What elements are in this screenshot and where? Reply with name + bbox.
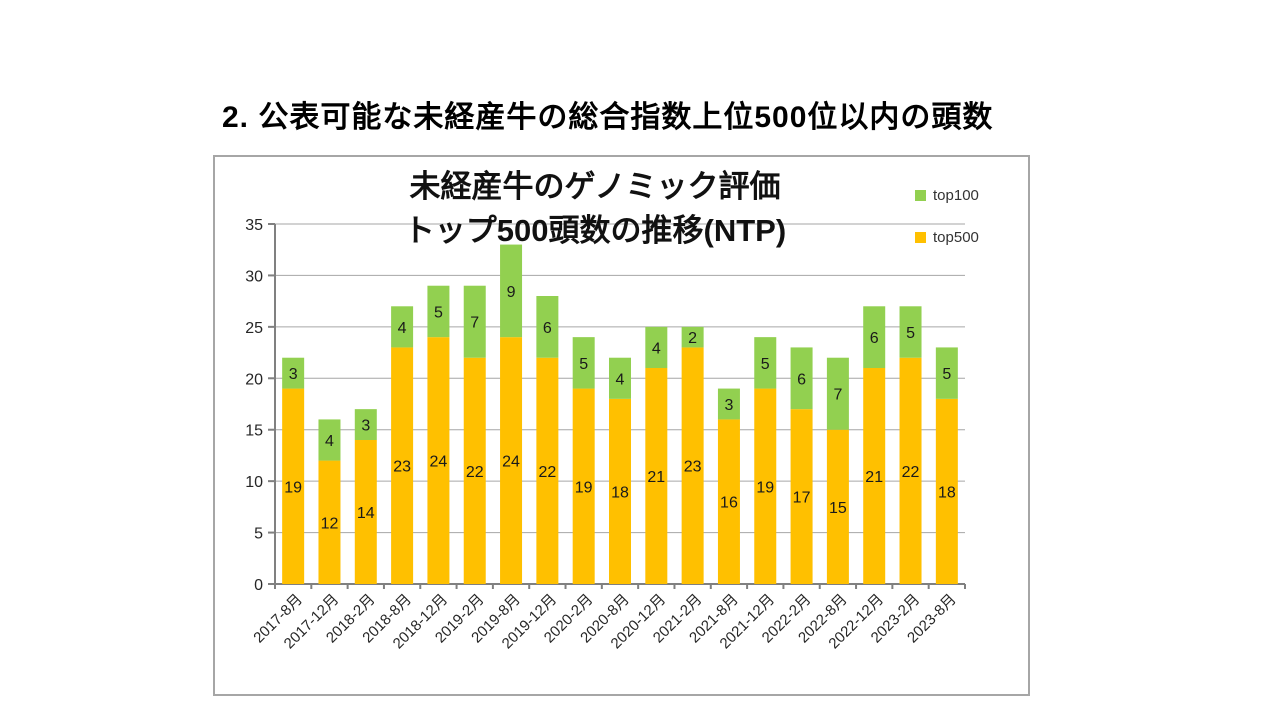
bar-segment-top500 bbox=[681, 347, 704, 584]
bar-segment-top100 bbox=[790, 347, 813, 410]
bar-label-top500: 22 bbox=[466, 464, 484, 481]
y-axis-label: 25 bbox=[245, 320, 263, 337]
bar-label-top100: 7 bbox=[470, 315, 479, 332]
bar-segment-top100 bbox=[609, 357, 631, 399]
bar-label-top500: 16 bbox=[720, 495, 738, 512]
bar-label-top500: 23 bbox=[393, 459, 411, 476]
bar-label-top100: 9 bbox=[507, 284, 516, 301]
bar-label-top100: 5 bbox=[942, 366, 951, 383]
bar-label-top100: 3 bbox=[289, 366, 298, 383]
bar-segment-top100 bbox=[354, 409, 377, 440]
bar-label-top100: 3 bbox=[361, 418, 370, 435]
chart-container: 0 5 10 15 20 25 30 35 19 3 12 4 14 3 23 4 24 5 22 7 24 9 22 6 19… bbox=[213, 155, 1030, 696]
bar-segment-top500 bbox=[391, 347, 414, 584]
bar-segment-top500 bbox=[826, 429, 849, 584]
y-axis-label: 0 bbox=[254, 577, 263, 594]
bar-label-top500: 22 bbox=[538, 464, 556, 481]
bar-segment-top100 bbox=[935, 347, 958, 399]
bar-segment-top100 bbox=[463, 285, 486, 358]
bar-label-top500: 18 bbox=[611, 484, 629, 501]
bar-label-top100: 4 bbox=[325, 433, 334, 450]
bar-label-top100: 6 bbox=[543, 320, 552, 337]
y-axis-label: 30 bbox=[245, 268, 263, 285]
bar-label-top500: 19 bbox=[756, 479, 774, 496]
bar-label-top100: 3 bbox=[724, 397, 733, 414]
y-axis-label: 15 bbox=[245, 423, 263, 440]
bar-label-top500: 23 bbox=[684, 459, 702, 476]
bar-segment-top100 bbox=[863, 306, 886, 368]
bar-segment-top100 bbox=[391, 306, 414, 348]
bar-segment-top100 bbox=[318, 419, 341, 461]
bar-label-top500: 22 bbox=[902, 464, 920, 481]
bar-segment-top100 bbox=[754, 337, 777, 389]
bar-segment-top100 bbox=[681, 326, 704, 348]
bar-segment-top100 bbox=[645, 326, 668, 368]
y-axis-label: 35 bbox=[245, 217, 263, 234]
bar-segment-top100 bbox=[536, 296, 559, 358]
bar-label-top100: 5 bbox=[434, 304, 443, 321]
y-axis-label: 10 bbox=[245, 474, 263, 491]
bar-label-top500: 19 bbox=[575, 479, 593, 496]
bar-label-top500: 14 bbox=[357, 505, 375, 522]
bar-label-top100: 4 bbox=[652, 340, 661, 357]
bar-label-top100: 5 bbox=[761, 356, 770, 373]
bar-segment-top500 bbox=[572, 388, 595, 584]
legend-swatch-top500-icon bbox=[915, 231, 926, 243]
bar-label-top100: 5 bbox=[579, 356, 588, 373]
bar-segment-top500 bbox=[282, 388, 305, 584]
bar-label-top100: 5 bbox=[906, 325, 915, 342]
bar-label-top100: 7 bbox=[833, 387, 842, 404]
bar-segment-top500 bbox=[318, 460, 341, 584]
legend-label-top500: top500 bbox=[933, 228, 979, 246]
bar-segment-top500 bbox=[354, 440, 377, 584]
bar-segment-top500 bbox=[754, 388, 777, 584]
bar-segment-top100 bbox=[282, 357, 305, 389]
legend-label-top100: top100 bbox=[933, 186, 979, 204]
bar-segment-top500 bbox=[463, 357, 486, 584]
bar-segment-top500 bbox=[790, 409, 813, 584]
bar-label-top500: 12 bbox=[321, 515, 339, 532]
bar-segment-top500 bbox=[645, 368, 668, 584]
bar-label-top500: 19 bbox=[284, 479, 302, 496]
bar-label-top100: 2 bbox=[688, 330, 697, 347]
bar-label-top500: 24 bbox=[502, 454, 520, 471]
bar-segment-top100 bbox=[500, 244, 523, 338]
bar-label-top100: 6 bbox=[870, 330, 879, 347]
bar-label-top100: 4 bbox=[398, 320, 407, 337]
bar-segment-top100 bbox=[717, 388, 740, 420]
bar-segment-top500 bbox=[427, 337, 450, 584]
bar-segment-top500 bbox=[609, 398, 631, 584]
bar-segment-top500 bbox=[500, 337, 523, 584]
y-axis-label: 20 bbox=[245, 371, 263, 388]
bar-label-top500: 15 bbox=[829, 500, 847, 517]
bar-segment-top100 bbox=[899, 306, 922, 358]
bar-segment-top100 bbox=[826, 357, 849, 430]
page-title: 2. 公表可能な未経産牛の総合指数上位500位以内の頭数 bbox=[222, 101, 994, 134]
bar-segment-top500 bbox=[935, 398, 958, 584]
bar-label-top100: 6 bbox=[797, 371, 806, 388]
legend-item-top100: top100 bbox=[915, 186, 979, 204]
bar-label-top500: 17 bbox=[793, 490, 811, 507]
bar-segment-top100 bbox=[427, 285, 450, 338]
stacked-bar-chart: 0510152025303519312414323424522724922619… bbox=[245, 217, 966, 652]
bar-segment-top500 bbox=[717, 419, 740, 584]
bar-label-top500: 18 bbox=[938, 484, 956, 501]
bar-segment-top500 bbox=[863, 368, 886, 584]
bar-label-top100: 4 bbox=[616, 371, 625, 388]
bar-segment-top500 bbox=[536, 357, 559, 584]
bar-segment-top500 bbox=[899, 357, 922, 584]
bar-label-top500: 21 bbox=[647, 469, 665, 486]
bar-label-top500: 24 bbox=[430, 454, 448, 471]
legend-swatch-top100-icon bbox=[915, 189, 926, 201]
bar-label-top500: 21 bbox=[865, 469, 883, 486]
y-axis-label: 5 bbox=[254, 526, 263, 543]
bar-segment-top100 bbox=[572, 337, 595, 389]
legend-item-top500: top500 bbox=[915, 228, 979, 246]
